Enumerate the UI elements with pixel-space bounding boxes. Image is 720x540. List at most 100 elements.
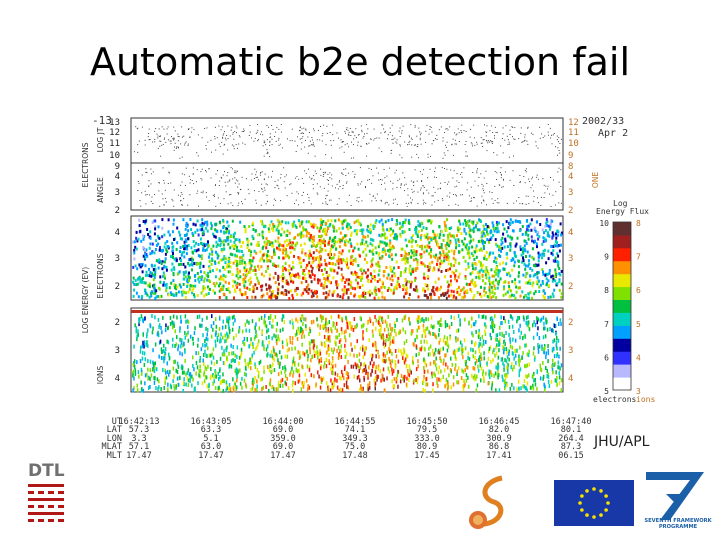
electron-pixel bbox=[247, 270, 250, 274]
electron-pixel bbox=[211, 252, 214, 256]
ion-pixel bbox=[344, 355, 347, 359]
electron-pixel bbox=[554, 274, 557, 278]
electron-pixel bbox=[478, 218, 481, 222]
speckle bbox=[256, 176, 258, 178]
electron-pixel bbox=[537, 254, 540, 258]
electron-pixel bbox=[183, 277, 186, 281]
electron-pixel bbox=[509, 218, 512, 222]
electron-pixel bbox=[210, 227, 213, 231]
speckle bbox=[184, 142, 186, 144]
electron-pixel bbox=[216, 243, 219, 247]
electron-pixel bbox=[375, 251, 378, 255]
electron-pixel bbox=[164, 283, 166, 287]
speckle bbox=[339, 147, 341, 149]
speckle bbox=[527, 143, 529, 145]
speckle bbox=[230, 202, 232, 204]
electron-pixel bbox=[338, 251, 341, 255]
ion-pixel bbox=[479, 360, 481, 365]
electron-pixel bbox=[423, 272, 426, 276]
electron-pixel bbox=[270, 220, 273, 224]
speckle bbox=[352, 171, 354, 173]
electron-pixel bbox=[463, 237, 466, 241]
speckle bbox=[556, 135, 558, 137]
speckle bbox=[304, 139, 306, 141]
ion-pixel bbox=[505, 331, 507, 335]
electron-pixel bbox=[284, 255, 287, 258]
speckle bbox=[504, 139, 506, 141]
electron-pixel bbox=[218, 238, 221, 242]
speckle bbox=[148, 133, 150, 134]
speckle bbox=[138, 140, 140, 142]
electron-pixel bbox=[560, 269, 563, 273]
ion-pixel bbox=[478, 328, 480, 333]
electron-pixel bbox=[482, 244, 485, 248]
ion-pixel bbox=[164, 376, 166, 381]
electron-pixel bbox=[364, 271, 367, 275]
electron-pixel bbox=[282, 244, 285, 248]
electron-pixel bbox=[154, 291, 157, 295]
electron-pixel bbox=[325, 222, 327, 225]
electron-pixel bbox=[412, 270, 415, 274]
ion-pixel bbox=[518, 328, 520, 333]
ion-pixel bbox=[456, 372, 458, 376]
ion-pixel bbox=[241, 376, 243, 381]
speckle bbox=[297, 145, 298, 147]
electron-pixel bbox=[160, 262, 163, 265]
electron-pixel bbox=[349, 262, 352, 265]
ion-pixel bbox=[393, 376, 396, 381]
electron-pixel bbox=[368, 293, 371, 297]
electron-pixel bbox=[285, 293, 288, 296]
ion-pixel bbox=[248, 344, 250, 349]
electron-pixel bbox=[173, 283, 176, 287]
electron-pixel bbox=[241, 259, 244, 263]
electron-pixel bbox=[349, 292, 352, 295]
electron-pixel bbox=[499, 269, 501, 273]
electron-pixel bbox=[410, 240, 413, 244]
speckle bbox=[420, 187, 422, 189]
electron-pixel bbox=[468, 256, 471, 260]
electron-pixel bbox=[457, 275, 460, 279]
ion-pixel bbox=[407, 372, 409, 377]
electron-pixel bbox=[197, 262, 200, 266]
ion-pixel bbox=[160, 356, 163, 360]
electron-pixel bbox=[488, 293, 491, 296]
ion-pixel bbox=[391, 371, 394, 376]
speckle bbox=[381, 183, 382, 185]
speckle bbox=[509, 129, 511, 131]
speckle bbox=[416, 145, 418, 147]
electron-pixel bbox=[365, 261, 368, 265]
ion-pixel bbox=[226, 318, 228, 323]
electron-pixel bbox=[291, 273, 294, 277]
electron-pixel bbox=[163, 274, 166, 278]
electron-pixel bbox=[482, 279, 484, 283]
speckle bbox=[263, 178, 265, 180]
speckle bbox=[356, 197, 358, 199]
speckle bbox=[255, 202, 257, 204]
electron-pixel bbox=[533, 292, 536, 296]
electron-pixel bbox=[277, 223, 280, 227]
ion-pixel bbox=[474, 361, 477, 366]
electron-pixel bbox=[184, 270, 187, 274]
electron-pixel bbox=[446, 291, 449, 295]
electron-pixel bbox=[363, 242, 366, 246]
electron-pixel bbox=[208, 266, 211, 270]
electron-pixel bbox=[475, 249, 478, 253]
speckle bbox=[262, 134, 264, 136]
ion-pixel bbox=[233, 336, 235, 341]
electron-pixel bbox=[201, 242, 204, 246]
electron-pixel bbox=[337, 218, 340, 222]
ion-pixel bbox=[522, 384, 524, 389]
electron-pixel bbox=[311, 256, 314, 260]
electron-pixel bbox=[262, 245, 265, 249]
electron-pixel bbox=[527, 264, 530, 268]
ion-pixel bbox=[356, 339, 358, 344]
speckle bbox=[271, 138, 273, 140]
electron-pixel bbox=[305, 280, 308, 283]
electron-pixel bbox=[164, 276, 166, 280]
electron-pixel bbox=[152, 278, 155, 282]
ion-pixel bbox=[263, 344, 265, 349]
ion-pixel bbox=[506, 365, 508, 370]
electron-pixel bbox=[185, 252, 188, 256]
electron-pixel bbox=[399, 234, 402, 238]
electron-pixel bbox=[426, 275, 429, 278]
